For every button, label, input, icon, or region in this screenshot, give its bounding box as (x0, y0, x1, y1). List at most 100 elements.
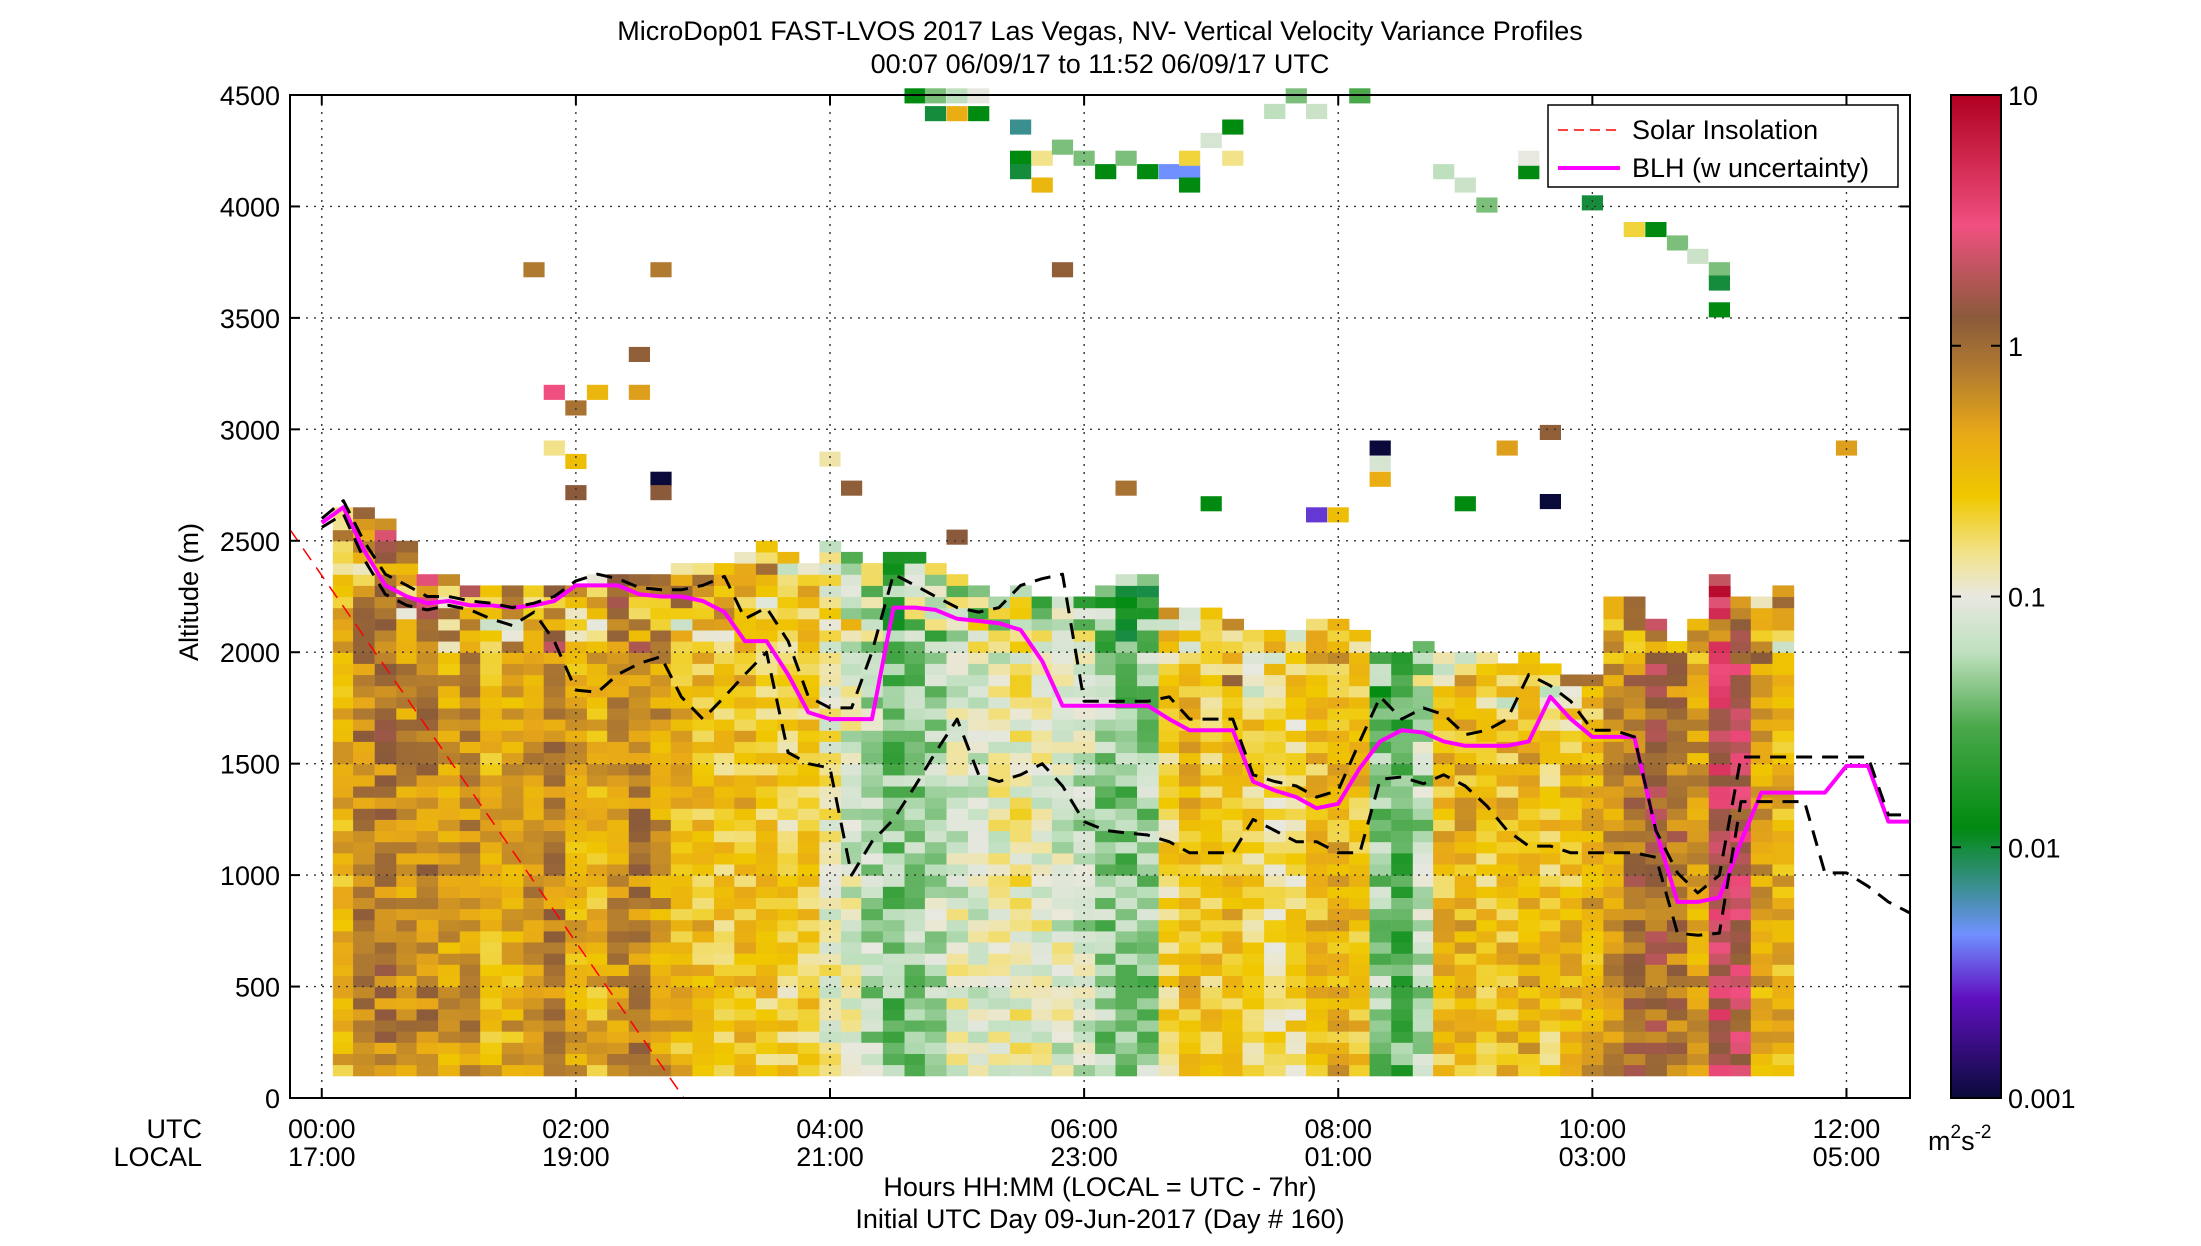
variance-cell (904, 752, 927, 765)
variance-cell (1687, 719, 1709, 731)
variance-cell (755, 908, 778, 921)
variance-cell (1179, 164, 1201, 180)
variance-cell (1623, 752, 1646, 765)
variance-cell (1750, 964, 1773, 976)
variance-cell (1349, 685, 1371, 698)
variance-cell (968, 707, 990, 720)
variance-cell (523, 629, 546, 642)
variance-cell (797, 719, 820, 731)
variance-cell (861, 919, 884, 932)
variance-cell (1496, 730, 1519, 742)
variance-cell (1264, 674, 1286, 687)
variance-cell (501, 763, 524, 776)
variance-cell (543, 1031, 566, 1043)
variance-cell (543, 819, 566, 832)
variance-cell (882, 574, 905, 586)
variance-cell (861, 629, 884, 642)
variance-cell (734, 986, 757, 999)
variance-cell (586, 964, 609, 976)
variance-cell (332, 986, 355, 999)
variance-cell (438, 674, 460, 687)
variance-cell (438, 986, 460, 999)
variance-cell (797, 663, 820, 676)
variance-cell (819, 852, 842, 865)
variance-cell (1391, 1053, 1413, 1066)
variance-cell (543, 685, 566, 698)
variance-cell (692, 953, 715, 965)
variance-cell (1369, 1008, 1392, 1021)
variance-cell (1539, 707, 1562, 720)
variance-cell (1179, 629, 1201, 642)
variance-cell (523, 618, 546, 631)
variance-cell (332, 596, 355, 609)
variance-cell (523, 841, 546, 854)
variance-cell (332, 629, 355, 642)
variance-cell (924, 696, 947, 709)
variance-cell (1327, 942, 1350, 954)
variance-cell (755, 975, 778, 988)
variance-cell (755, 641, 778, 653)
variance-cell (374, 908, 397, 921)
variance-cell (1010, 808, 1032, 820)
variance-cell (459, 786, 482, 798)
variance-cell (374, 786, 397, 798)
variance-cell (396, 897, 419, 910)
variance-cell (1264, 808, 1286, 820)
series-lines (289, 499, 1911, 1099)
variance-cell (946, 797, 969, 809)
variance-cell (459, 897, 482, 910)
variance-cell (734, 830, 757, 843)
variance-cell (543, 774, 566, 787)
variance-cell (1433, 886, 1455, 898)
variance-cell (1095, 696, 1117, 709)
variance-cell (374, 774, 397, 787)
variance-cell (396, 975, 419, 988)
variance-cell (1285, 1008, 1308, 1021)
variance-cell (332, 518, 355, 531)
variance-cell (1539, 897, 1562, 910)
variance-cell (946, 886, 969, 898)
variance-cell (1496, 830, 1519, 843)
variance-cell (543, 886, 566, 898)
variance-cell (607, 975, 629, 988)
variance-cell (692, 663, 715, 676)
variance-cell (1222, 897, 1244, 910)
variance-cell (1560, 953, 1582, 965)
variance-cell (586, 875, 609, 887)
variance-cell (1433, 864, 1455, 876)
variance-cell (543, 641, 566, 653)
variance-cell (1730, 819, 1753, 832)
variance-cell (861, 1042, 884, 1054)
variance-cell (1708, 786, 1731, 798)
variance-cell (480, 763, 502, 776)
variance-cell (734, 1020, 757, 1032)
variance-cell (1433, 763, 1455, 776)
variance-cell (1476, 719, 1499, 731)
variance-cell (819, 997, 842, 1010)
variance-cell (543, 1042, 566, 1054)
variance-cell (501, 919, 524, 932)
variance-cell (396, 908, 419, 921)
variance-cell (1645, 786, 1668, 798)
variance-cell (1306, 752, 1328, 765)
variance-cell (841, 652, 863, 664)
variance-cell (1518, 1053, 1540, 1066)
variance-cell (543, 741, 566, 754)
variance-cell (1603, 841, 1626, 854)
variance-cell (714, 864, 736, 876)
variance-cell (924, 618, 947, 631)
variance-cell (416, 841, 439, 854)
variance-cell (1539, 975, 1562, 988)
variance-cell (1095, 596, 1117, 609)
variance-cell (543, 652, 566, 664)
variance-cell (1031, 741, 1054, 754)
variance-cell (1137, 841, 1159, 854)
variance-cell (438, 908, 460, 921)
variance-cell (670, 786, 693, 798)
variance-cell (353, 908, 375, 921)
variance-cell (1454, 886, 1477, 898)
variance-cell (332, 1008, 355, 1021)
variance-cell (1200, 964, 1223, 976)
variance-cell (374, 685, 397, 698)
variance-cell (1115, 1031, 1138, 1043)
